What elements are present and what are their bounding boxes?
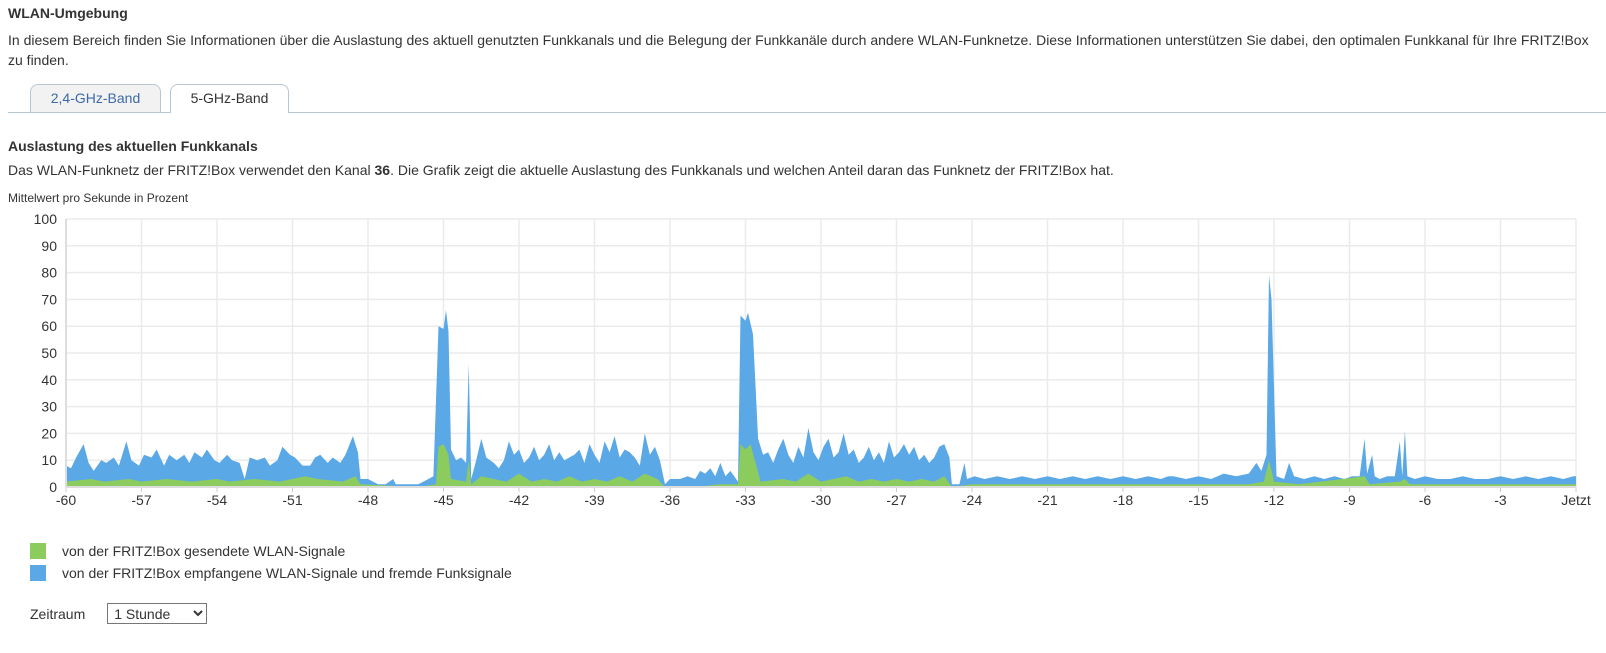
green-swatch-icon bbox=[30, 543, 46, 559]
chart-axes: 0 10 20 30 40 50 60 70 80 90 100 -60 -57 -54 -51 -48 -45… bbox=[34, 211, 1591, 508]
x-tick-label: -39 bbox=[584, 492, 604, 508]
chart-grid bbox=[65, 218, 1577, 488]
x-tick-label: -36 bbox=[660, 492, 680, 508]
channel-description: Das WLAN-Funknetz der FRITZ!Box verwende… bbox=[8, 162, 1114, 178]
desc-text: Das WLAN-Funknetz der FRITZ!Box verwende… bbox=[8, 162, 375, 178]
y-tick-label: 40 bbox=[41, 372, 57, 388]
y-tick-label: 80 bbox=[41, 265, 57, 281]
section-title: Auslastung des aktuellen Funkkanals bbox=[8, 138, 258, 154]
blue-swatch-icon bbox=[30, 565, 46, 581]
y-tick-label: 20 bbox=[41, 425, 57, 441]
y-tick-label: 100 bbox=[34, 211, 58, 227]
legend-label: von der FRITZ!Box gesendete WLAN-Signale bbox=[62, 543, 346, 559]
sent-signals-area bbox=[66, 444, 1576, 487]
x-tick-label: -21 bbox=[1037, 492, 1057, 508]
channel-number: 36 bbox=[374, 162, 391, 178]
x-tick-label: -15 bbox=[1188, 492, 1208, 508]
y-tick-label: 60 bbox=[41, 318, 57, 334]
y-axis-unit-label: Mittelwert pro Sekunde in Prozent bbox=[8, 191, 189, 205]
x-tick-label: -27 bbox=[886, 492, 906, 508]
tab-5-ghz[interactable]: 5-GHz-Band bbox=[170, 84, 289, 113]
x-tick-label: -6 bbox=[1419, 492, 1432, 508]
x-tick-label: Jetzt bbox=[1561, 492, 1591, 508]
page-title: WLAN-Umgebung bbox=[8, 5, 128, 21]
band-tabs: 2,4-GHz-Band 5-GHz-Band bbox=[8, 84, 1606, 113]
timerange-control: Zeitraum 1 Stunde bbox=[30, 603, 208, 624]
x-tick-label: -42 bbox=[509, 492, 529, 508]
utilization-chart: 0 10 20 30 40 50 60 70 80 90 100 -60 -57 -54 -51 -48 -45… bbox=[34, 211, 1591, 508]
x-tick-label: -3 bbox=[1494, 492, 1507, 508]
received-signals-area bbox=[66, 275, 1576, 487]
y-tick-label: 10 bbox=[41, 452, 57, 468]
chart-legend: von der FRITZ!Box gesendete WLAN-Signale… bbox=[30, 540, 512, 584]
x-tick-label: -33 bbox=[735, 492, 755, 508]
y-tick-label: 50 bbox=[41, 345, 57, 361]
legend-label: von der FRITZ!Box empfangene WLAN-Signal… bbox=[62, 565, 512, 581]
legend-item-sent: von der FRITZ!Box gesendete WLAN-Signale bbox=[30, 540, 512, 562]
x-tick-label: -30 bbox=[811, 492, 831, 508]
desc-text: . Die Grafik zeigt die aktuelle Auslastu… bbox=[390, 162, 1114, 178]
x-tick-label: -12 bbox=[1264, 492, 1284, 508]
y-tick-label: 0 bbox=[49, 479, 57, 495]
timerange-label: Zeitraum bbox=[30, 605, 86, 622]
y-tick-label: 90 bbox=[41, 238, 57, 254]
x-tick-label: -18 bbox=[1113, 492, 1133, 508]
y-tick-label: 30 bbox=[41, 399, 57, 415]
x-tick-label: -60 bbox=[56, 492, 76, 508]
x-tick-label: -54 bbox=[207, 492, 227, 508]
x-tick-label: -48 bbox=[358, 492, 378, 508]
x-tick-label: -57 bbox=[131, 492, 151, 508]
tab-2-4-ghz[interactable]: 2,4-GHz-Band bbox=[30, 84, 161, 112]
intro-text: In diesem Bereich finden Sie Information… bbox=[8, 32, 1589, 68]
timerange-select[interactable]: 1 Stunde bbox=[107, 603, 208, 624]
x-tick-label: -9 bbox=[1343, 492, 1356, 508]
legend-item-received: von der FRITZ!Box empfangene WLAN-Signal… bbox=[30, 562, 512, 584]
x-tick-label: -51 bbox=[282, 492, 302, 508]
y-tick-label: 70 bbox=[41, 291, 57, 307]
x-tick-label: -45 bbox=[433, 492, 453, 508]
x-tick-label: -24 bbox=[962, 492, 982, 508]
